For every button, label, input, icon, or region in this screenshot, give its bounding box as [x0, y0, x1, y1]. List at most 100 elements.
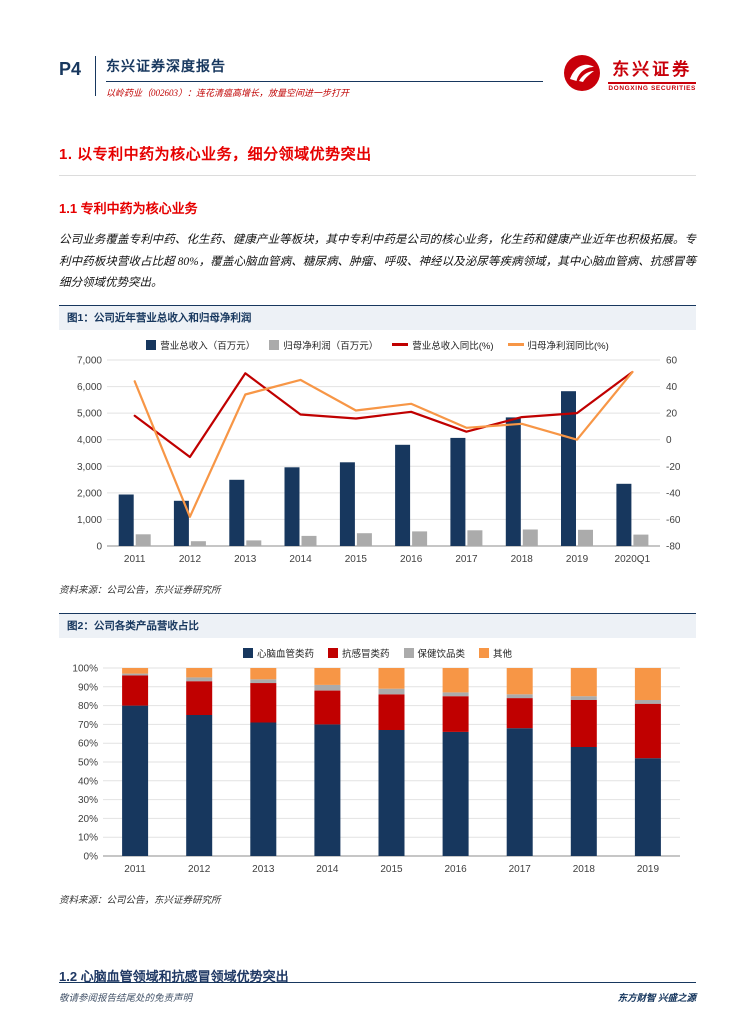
legend-label: 抗感冒类药	[341, 648, 390, 660]
bar	[412, 530, 428, 546]
y-axis-tick-label: 90%	[78, 682, 98, 693]
x-axis-category-label: 2012	[179, 554, 202, 565]
x-axis-category-label: 2016	[400, 554, 423, 565]
stacked-bar-segment	[378, 688, 405, 694]
legend-square-swatch	[242, 647, 253, 658]
bar	[301, 535, 317, 546]
y-axis-tick-label: 50%	[78, 757, 98, 768]
stacked-bar-segment	[442, 695, 469, 732]
y-axis-tick-label: 100%	[72, 663, 98, 674]
bar	[616, 483, 632, 546]
stacked-bar-segment	[250, 678, 277, 683]
right-axis-tick-label: -60	[666, 514, 681, 525]
stacked-chart-svg: 0% 10% 20% 30% 40% 50% 60% 70% 80% 90% 100% 2011 201…	[72, 663, 680, 875]
x-axis-category-label: 2019	[566, 554, 589, 565]
legend-square-swatch	[403, 647, 414, 658]
stacked-bar-segment	[186, 676, 213, 681]
right-axis-tick-label: 20	[666, 408, 678, 419]
legend-label: 营业总收入（百万元）	[160, 340, 256, 352]
right-axis-tick-label: -80	[666, 541, 681, 552]
bar	[173, 500, 189, 546]
stacked-bar-segment	[634, 703, 661, 758]
legend-label: 归母净利润（百万元）	[283, 340, 379, 352]
header-titles: 东兴证券深度报告 以岭药业（002603）：连花清瘟高增长，放量空间进一步打开	[106, 54, 544, 99]
stacked-bar-segment	[378, 693, 405, 730]
bar	[505, 416, 521, 546]
page-number: P4	[59, 59, 82, 79]
x-axis-category-label: 2013	[234, 554, 257, 565]
line-series	[133, 370, 634, 518]
legend-label: 营业总收入同比(%)	[412, 340, 494, 352]
x-axis-category-label: 2011	[124, 864, 146, 875]
y-axis-tick-label: 70%	[78, 719, 98, 730]
stacked-bar-segment	[634, 699, 661, 704]
left-axis-tick-label: 0	[96, 541, 102, 552]
stacked-bar-segment	[378, 667, 405, 689]
stacked-bar-segment	[186, 680, 213, 715]
legend-item: 营业总收入同比(%)	[392, 338, 494, 352]
legend-line-swatch	[392, 343, 409, 346]
stacked-bar-segment	[122, 673, 149, 675]
stacked-bar-segment	[634, 757, 661, 856]
left-axis-tick-label: 7,000	[77, 355, 102, 366]
legend-item: 归母净利润同比(%)	[507, 338, 609, 352]
bar	[246, 539, 262, 546]
revenue-profit-combo-chart: 0 1,000 2,000 3,000 4,000 5,000 6,000 7,000 -80 -…	[59, 354, 696, 577]
bar	[190, 540, 206, 546]
left-axis-tick-label: 1,000	[77, 514, 102, 525]
x-axis-category-label: 2018	[573, 864, 596, 875]
x-axis-category-label: 2014	[289, 554, 312, 565]
legend-square-swatch	[269, 339, 280, 350]
stacked-bar-segment	[506, 667, 533, 694]
report-type-title: 东兴证券深度报告	[106, 56, 544, 82]
bar	[633, 534, 649, 546]
figure-1-legend: 营业总收入（百万元） 归母净利润（百万元） 营业总收入同比(%) 归母净利润同比(%)	[59, 338, 696, 352]
x-axis-category-label: 2017	[455, 554, 478, 565]
product-revenue-share-chart: 0% 10% 20% 30% 40% 50% 60% 70% 80% 90% 100% 2011 201…	[59, 662, 696, 887]
logo-en-text: DONGXING SECURITIES	[608, 81, 696, 92]
right-axis-tick-label: 60	[666, 355, 678, 366]
stacked-bar-segment	[122, 705, 149, 856]
x-axis-category-label: 2016	[444, 864, 467, 875]
report-header: P4 东兴证券深度报告 以岭药业（002603）：连花清瘟高增长，放量空间进一步…	[0, 0, 755, 99]
y-axis-tick-label: 80%	[78, 701, 98, 712]
right-axis-tick-label: -40	[666, 488, 681, 499]
stacked-bar-segment	[314, 684, 341, 690]
legend-label: 归母净利润同比(%)	[527, 340, 609, 352]
legend-line-swatch	[507, 343, 524, 346]
x-axis-category-label: 2012	[188, 864, 211, 875]
stacked-bar-segment	[634, 667, 661, 700]
footer-disclaimer: 敬请参阅报告结尾处的免责声明	[59, 994, 193, 1004]
figure-1-title-bar: 图1：公司近年营业总收入和归母净利润	[59, 304, 696, 330]
stacked-bar-segment	[570, 746, 597, 856]
stacked-bar-segment	[122, 675, 149, 706]
y-axis-tick-label: 30%	[78, 795, 98, 806]
legend-label: 心脑血管类药	[256, 648, 314, 660]
legend-label: 其他	[493, 648, 513, 660]
bar	[284, 466, 300, 546]
stacked-bar-segment	[570, 667, 597, 696]
bar	[229, 479, 245, 546]
figure-1-source: 资料来源：公司公告，东兴证券研究所	[59, 585, 221, 596]
bar	[118, 494, 134, 546]
report-footer: 敬请参阅报告结尾处的免责声明 东方财智 兴盛之源	[59, 982, 696, 1004]
x-axis-category-label: 2013	[252, 864, 275, 875]
legend-item: 保健饮品类	[403, 646, 465, 660]
bar	[561, 390, 576, 546]
left-axis-tick-label: 4,000	[77, 435, 102, 446]
section-1-heading: 1. 以专利中药为核心业务，细分领域优势突出	[59, 143, 696, 176]
bar	[356, 532, 372, 546]
header-left: P4 东兴证券深度报告 以岭药业（002603）：连花清瘟高增长，放量空间进一步…	[59, 54, 544, 99]
stacked-bar-segment	[506, 697, 533, 728]
y-axis-tick-label: 40%	[78, 776, 98, 787]
x-axis-category-label: 2015	[380, 864, 403, 875]
legend-square-swatch	[327, 647, 338, 658]
bar	[450, 437, 466, 546]
x-axis-category-label: 2018	[511, 554, 534, 565]
legend-item: 归母净利润（百万元）	[269, 338, 378, 352]
bar	[522, 529, 538, 546]
combo-chart-svg: 0 1,000 2,000 3,000 4,000 5,000 6,000 7,000 -80 -…	[77, 355, 681, 565]
dongxing-logo-icon	[564, 55, 601, 91]
stacked-bar-segment	[250, 682, 277, 722]
